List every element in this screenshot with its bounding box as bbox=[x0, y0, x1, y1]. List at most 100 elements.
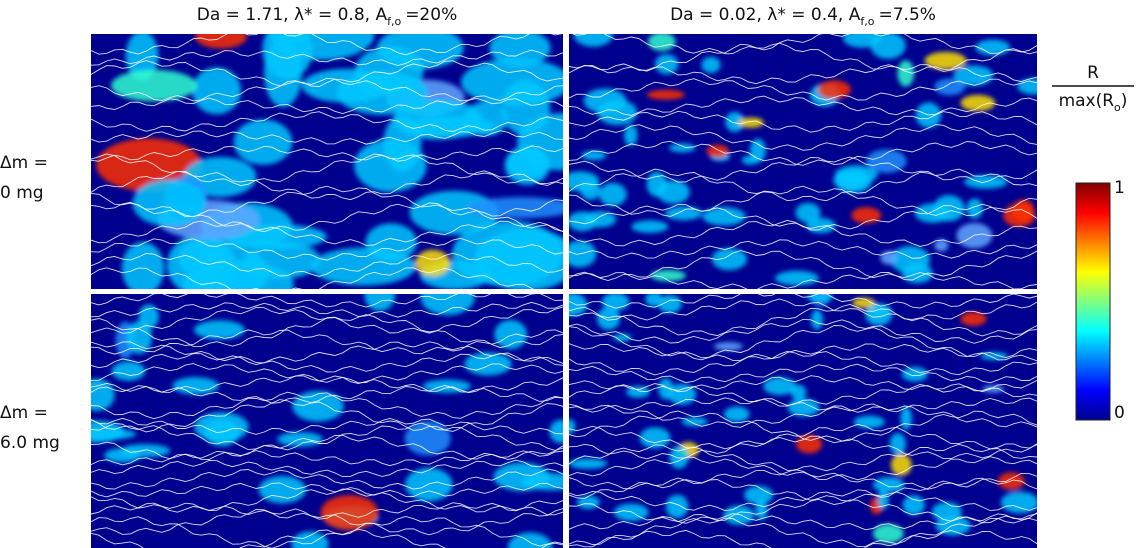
field-blob bbox=[172, 377, 219, 395]
field-blob bbox=[749, 138, 766, 163]
field-blob bbox=[901, 366, 928, 382]
field-blob bbox=[613, 333, 632, 342]
field-blob bbox=[870, 34, 906, 60]
streamline bbox=[91, 185, 563, 218]
field-blob bbox=[656, 180, 690, 204]
field-blob bbox=[806, 294, 834, 302]
field-blob bbox=[795, 202, 821, 223]
field-blob bbox=[934, 239, 949, 252]
field-blob bbox=[111, 361, 146, 381]
streamline bbox=[569, 350, 1037, 376]
field-blob bbox=[738, 117, 764, 128]
field-blob bbox=[702, 207, 746, 226]
field-blob bbox=[966, 198, 984, 219]
field-blob bbox=[639, 427, 671, 449]
streamline bbox=[91, 301, 563, 318]
streamline bbox=[91, 417, 563, 435]
streamline bbox=[569, 498, 1037, 524]
field-blob bbox=[646, 89, 686, 100]
streamline bbox=[91, 488, 563, 513]
field-blob bbox=[195, 34, 247, 49]
streamline bbox=[569, 325, 1037, 359]
field-blob bbox=[1000, 491, 1037, 514]
field-blob bbox=[91, 428, 137, 440]
streamline bbox=[569, 517, 1037, 548]
streamline bbox=[91, 352, 563, 373]
row-label: 0 mg bbox=[0, 183, 44, 203]
field-blob bbox=[364, 294, 396, 311]
row-label: Δm = bbox=[0, 153, 48, 173]
field-blob bbox=[960, 311, 987, 326]
streamline bbox=[91, 459, 563, 478]
field-blob bbox=[258, 475, 306, 504]
field-blob bbox=[933, 195, 965, 222]
field-blob bbox=[725, 111, 745, 133]
field-blob bbox=[1017, 78, 1037, 95]
field-blob bbox=[569, 458, 608, 469]
field-blob bbox=[461, 58, 563, 106]
field-blob bbox=[681, 417, 708, 427]
field-blob bbox=[645, 294, 663, 307]
field-blob bbox=[292, 390, 344, 422]
field-blob bbox=[853, 415, 886, 429]
row-label: Δm = bbox=[0, 403, 48, 423]
streamline bbox=[91, 145, 563, 162]
column-title: Da = 1.71, λ* = 0.8, Af,o =20% bbox=[197, 5, 457, 28]
streamline bbox=[569, 140, 1037, 166]
field-blob bbox=[668, 143, 696, 153]
streamline bbox=[569, 63, 1037, 85]
field-blob bbox=[466, 197, 563, 219]
streamline bbox=[91, 329, 563, 355]
field-blob bbox=[405, 467, 453, 502]
field-blob bbox=[420, 294, 475, 316]
streamline bbox=[569, 203, 1037, 231]
field-panel bbox=[569, 294, 1037, 548]
field-blob bbox=[658, 378, 674, 400]
streamline bbox=[569, 410, 1037, 442]
colorbar-denominator: max(Ro) bbox=[1059, 91, 1128, 114]
field-blob bbox=[723, 406, 750, 423]
streamline bbox=[91, 97, 563, 114]
streamline bbox=[569, 363, 1037, 384]
streamline bbox=[569, 294, 1037, 309]
streamline bbox=[91, 450, 563, 467]
streamline bbox=[569, 383, 1037, 406]
column-title: Da = 0.02, λ* = 0.4, Af,o =7.5% bbox=[670, 5, 936, 28]
field-blob bbox=[132, 179, 207, 227]
field-blob bbox=[817, 80, 851, 100]
streamline bbox=[569, 42, 1037, 74]
streamline bbox=[91, 516, 563, 548]
streamline bbox=[569, 95, 1037, 116]
streamline bbox=[569, 456, 1037, 481]
streamline bbox=[91, 502, 563, 520]
streamline bbox=[569, 318, 1037, 344]
streamline bbox=[91, 391, 563, 420]
streamline bbox=[91, 482, 563, 498]
streamline bbox=[91, 77, 563, 102]
field-blob bbox=[953, 65, 994, 86]
field-blob bbox=[647, 34, 676, 51]
streamline bbox=[569, 513, 1037, 531]
field-blob bbox=[623, 124, 638, 146]
field-panel bbox=[569, 34, 1037, 289]
streamline bbox=[569, 156, 1037, 184]
colorbar-numerator: R bbox=[1087, 63, 1099, 83]
streamline bbox=[569, 298, 1037, 322]
streamline bbox=[569, 375, 1037, 393]
field-blob bbox=[301, 68, 392, 103]
streamline bbox=[91, 237, 563, 261]
field-blob bbox=[573, 34, 614, 47]
field-blob bbox=[763, 377, 797, 396]
streamline bbox=[91, 252, 563, 277]
streamline bbox=[569, 185, 1037, 217]
streamline bbox=[91, 220, 563, 246]
streamline bbox=[569, 219, 1037, 247]
field-blob bbox=[924, 51, 967, 70]
row-label: 6.0 mg bbox=[0, 433, 60, 453]
streamline bbox=[569, 477, 1037, 502]
field-blob bbox=[96, 138, 202, 192]
streamline bbox=[569, 529, 1037, 548]
streamline bbox=[91, 60, 563, 87]
field-blob bbox=[654, 54, 679, 75]
